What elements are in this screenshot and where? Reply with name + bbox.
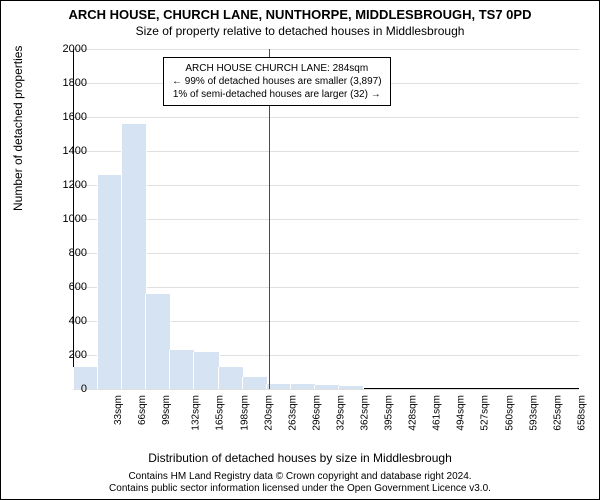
annotation-line: 1% of semi-detached houses are larger (3… — [172, 88, 382, 101]
footer-line-2: Contains public sector information licen… — [21, 483, 579, 495]
x-tick-label: 625sqm — [552, 395, 563, 431]
x-tick-label: 165sqm — [215, 395, 226, 431]
footer-line-1: Contains HM Land Registry data © Crown c… — [21, 471, 579, 483]
histogram-bar — [218, 367, 244, 389]
x-tick-label: 99sqm — [161, 395, 172, 425]
y-tick-label: 1600 — [47, 111, 87, 123]
gridline — [73, 151, 579, 152]
x-tick-label: 198sqm — [239, 395, 250, 431]
x-tick-label: 230sqm — [263, 395, 274, 431]
y-tick-label: 1400 — [47, 145, 87, 157]
plot-area: ARCH HOUSE CHURCH LANE: 284sqm← 99% of d… — [73, 49, 579, 389]
y-tick-label: 1000 — [47, 213, 87, 225]
gridline — [73, 253, 579, 254]
histogram-bar — [314, 385, 340, 389]
y-tick-label: 600 — [47, 281, 87, 293]
histogram-bar — [193, 352, 219, 389]
x-tick-label: 593sqm — [528, 395, 539, 431]
gridline — [73, 287, 579, 288]
x-tick-label: 329sqm — [335, 395, 346, 431]
x-tick-label: 560sqm — [504, 395, 515, 431]
footer-attribution: Contains HM Land Registry data © Crown c… — [21, 471, 579, 495]
chart-title: ARCH HOUSE, CHURCH LANE, NUNTHORPE, MIDD… — [1, 1, 599, 22]
histogram-bar — [290, 384, 316, 389]
histogram-bar — [97, 175, 123, 389]
histogram-bar — [169, 350, 195, 389]
x-tick-label: 527sqm — [480, 395, 491, 431]
chart-container: { "title": "ARCH HOUSE, CHURCH LANE, NUN… — [0, 0, 600, 500]
y-tick-label: 1800 — [47, 77, 87, 89]
y-tick-label: 800 — [47, 247, 87, 259]
x-tick-label: 263sqm — [287, 395, 298, 431]
x-axis-label: Distribution of detached houses by size … — [1, 451, 599, 465]
x-tick-label: 461sqm — [432, 395, 443, 431]
gridline — [73, 117, 579, 118]
annotation-line: ARCH HOUSE CHURCH LANE: 284sqm — [172, 62, 382, 75]
y-tick-label: 400 — [47, 315, 87, 327]
gridline — [73, 219, 579, 220]
y-tick-label: 1200 — [47, 179, 87, 191]
chart-subtitle: Size of property relative to detached ho… — [1, 22, 599, 38]
x-tick-label: 395sqm — [384, 395, 395, 431]
gridline — [73, 49, 579, 50]
histogram-bar — [145, 294, 171, 389]
x-tick-label: 362sqm — [360, 395, 371, 431]
y-tick-label: 200 — [47, 349, 87, 361]
annotation-line: ← 99% of detached houses are smaller (3,… — [172, 75, 382, 88]
y-axis-label: Number of detached properties — [11, 46, 25, 211]
y-tick-label: 2000 — [47, 43, 87, 55]
x-tick-label: 494sqm — [456, 395, 467, 431]
x-tick-label: 132sqm — [191, 395, 202, 431]
x-tick-label: 33sqm — [113, 395, 124, 425]
histogram-bar — [242, 377, 268, 389]
x-tick-label: 66sqm — [137, 395, 148, 425]
annotation-box: ARCH HOUSE CHURCH LANE: 284sqm← 99% of d… — [163, 57, 391, 106]
x-tick-label: 428sqm — [408, 395, 419, 431]
x-tick-label: 296sqm — [311, 395, 322, 431]
gridline — [73, 185, 579, 186]
histogram-bar — [121, 124, 147, 389]
x-tick-label: 658sqm — [576, 395, 587, 431]
gridline — [73, 389, 579, 390]
histogram-bar — [338, 386, 364, 389]
y-tick-label: 0 — [47, 383, 87, 395]
